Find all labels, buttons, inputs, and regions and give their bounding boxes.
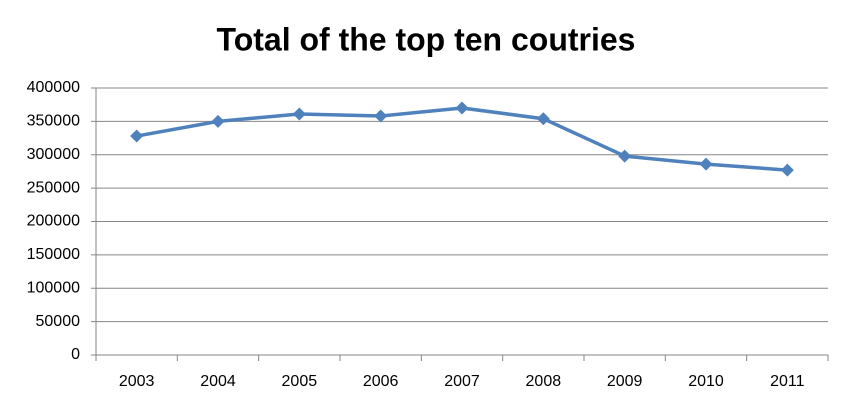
y-tick-label: 150000 (27, 246, 80, 263)
x-tick-label: 2007 (444, 373, 480, 390)
x-tick-label: 2003 (119, 373, 155, 390)
x-tick-label: 2006 (363, 373, 399, 390)
marker (130, 129, 144, 143)
series-line (136, 106, 788, 172)
y-tick-label: 250000 (27, 179, 80, 196)
x-tick-label: 2005 (282, 373, 318, 390)
x-tick-label: 2010 (688, 373, 724, 390)
marker (455, 101, 469, 115)
y-tick-label: 400000 (27, 79, 80, 96)
y-tick-label: 200000 (27, 213, 80, 230)
y-tick-label: 100000 (27, 279, 80, 296)
x-tick-label: 2008 (526, 373, 562, 390)
y-tick-label: 300000 (27, 146, 80, 163)
marker (780, 163, 794, 177)
x-tick-label: 2009 (607, 373, 643, 390)
y-tick-label: 350000 (27, 113, 80, 130)
y-tick-label: 0 (71, 346, 80, 363)
marker (618, 149, 632, 163)
marker (536, 112, 550, 126)
marker (211, 114, 225, 128)
x-tick-label: 2004 (200, 373, 236, 390)
x-tick-label: 2011 (770, 373, 805, 390)
chart-title: Total of the top ten coutries (217, 21, 636, 57)
marker (699, 157, 713, 171)
marker (374, 109, 388, 123)
marker (292, 107, 306, 121)
y-tick-label: 50000 (36, 313, 81, 330)
